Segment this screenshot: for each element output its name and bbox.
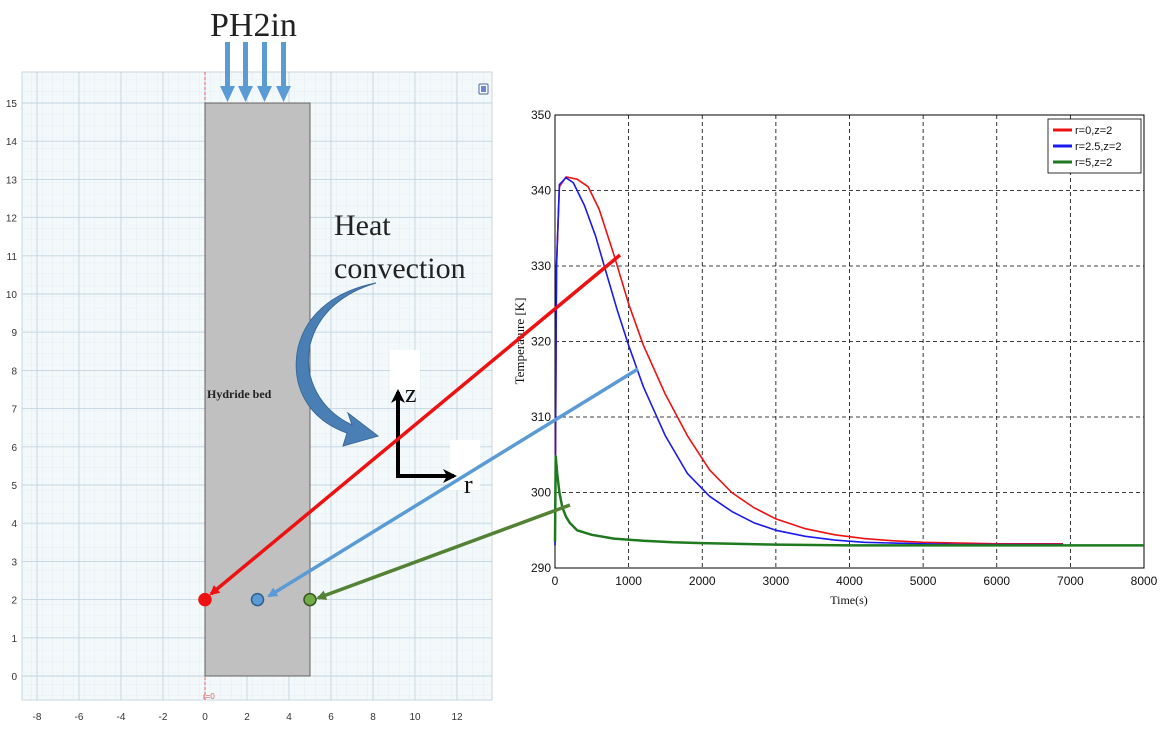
pointer-arrow-green [316, 503, 571, 600]
heat-convection-arrow [295, 282, 380, 447]
geometry-x-tick-label: -8 [33, 712, 42, 723]
chart-y-ticks: 290 300 310 320 330 340 350 [531, 108, 551, 575]
geometry-y-tick-label: 11 [7, 252, 18, 263]
pointer-arrows [209, 253, 639, 600]
inlet-arrow [276, 42, 291, 102]
temperature-chart: 0 1000 2000 3000 4000 5000 6000 7000 8000 290 300… [512, 108, 1158, 607]
symmetry-axis-label: r=0 [203, 692, 215, 701]
geometry-y-tick-label: 8 [11, 366, 17, 377]
chart-y-tick-label: 300 [531, 486, 551, 500]
geometry-y-tick-label: 13 [6, 175, 18, 186]
inlet-label: PH2in [210, 7, 297, 44]
chart-x-tick-label: 3000 [763, 574, 790, 588]
geometry-y-tick-label: 4 [11, 519, 17, 530]
local-axes: z r [390, 350, 480, 499]
chart-y-tick-label: 310 [531, 410, 551, 424]
heat-label-line1: Heat [334, 209, 391, 242]
series-line-green [553, 455, 1144, 547]
geometry-plot: -8 -6 -4 -2 0 2 4 6 8 10 12 0123456789101112131415… [6, 71, 493, 723]
geometry-x-tick-label: 10 [409, 712, 421, 723]
geometry-x-tick-label: 2 [244, 712, 250, 723]
legend-label: r=2.5,z=2 [1075, 141, 1121, 153]
pointer-arrow-red [209, 253, 622, 596]
chart-x-tick-label: 7000 [1057, 574, 1084, 588]
geometry-y-tick-label: 0 [11, 672, 17, 683]
inlet-arrow [220, 42, 235, 102]
geometry-y-tick-label: 6 [11, 443, 17, 454]
chart-x-tick-label: 5000 [910, 574, 937, 588]
legend-label: r=5,z=2 [1075, 157, 1112, 169]
geometry-y-tick-label: 5 [11, 481, 17, 492]
inlet-arrow [238, 42, 253, 102]
chart-x-ticks: 0 1000 2000 3000 4000 5000 6000 7000 8000 [552, 574, 1158, 588]
series-line-blue [554, 176, 1063, 546]
chart-x-tick-label: 1000 [615, 574, 642, 588]
heat-label-line2: convection [334, 252, 466, 285]
chart-x-tick-label: 4000 [836, 574, 863, 588]
pointer-arrow-blue [267, 367, 639, 598]
probe-points [198, 592, 317, 607]
chart-y-tick-label: 340 [531, 184, 551, 198]
chart-y-axis-label: Temperature [K] [512, 298, 527, 385]
geometry-y-tick-label: 7 [11, 405, 17, 416]
geometry-y-tick-label: 10 [6, 290, 18, 301]
geometry-y-tick-label: 9 [11, 328, 17, 339]
r-axis-label: r [464, 470, 473, 499]
series-line-red [554, 176, 1063, 546]
geometry-x-tick-label: 6 [328, 712, 334, 723]
probe-point-red [198, 592, 212, 607]
plot-window-icon[interactable] [478, 83, 489, 95]
chart-y-tick-label: 320 [531, 335, 551, 349]
hydride-bed-label: Hydride bed [207, 387, 272, 401]
geometry-x-tick-label: 4 [286, 712, 292, 723]
chart-x-tick-label: 6000 [983, 574, 1010, 588]
geometry-x-tick-label: -2 [159, 712, 168, 723]
z-axis-label: z [405, 379, 417, 408]
inlet-arrows [220, 42, 291, 102]
chart-x-axis-label: Time(s) [830, 593, 868, 607]
probe-point-green [303, 592, 317, 607]
chart-legend: r=0,z=2 r=2.5,z=2 r=5,z=2 [1047, 118, 1142, 174]
geometry-x-ticks: -8 -6 -4 -2 0 2 4 6 8 10 12 [33, 712, 463, 723]
inlet-arrow [257, 42, 272, 102]
geometry-x-tick-label: -4 [117, 712, 126, 723]
geometry-y-tick-label: 2 [11, 596, 17, 607]
geometry-x-tick-label: 8 [370, 712, 376, 723]
legend-label: r=0,z=2 [1075, 125, 1112, 137]
chart-y-tick-label: 330 [531, 259, 551, 273]
chart-x-tick-label: 0 [552, 574, 559, 588]
geometry-x-tick-label: -6 [75, 712, 84, 723]
probe-point-blue [250, 592, 265, 607]
geometry-x-tick-label: 0 [202, 712, 208, 723]
chart-y-tick-label: 350 [531, 108, 551, 122]
chart-series [553, 176, 1144, 547]
geometry-y-tick-label: 15 [6, 99, 18, 110]
geometry-y-tick-label: 3 [11, 557, 17, 568]
chart-grid [555, 115, 1144, 568]
geometry-y-tick-label: 14 [6, 137, 18, 148]
chart-x-tick-label: 2000 [689, 574, 716, 588]
chart-y-tick-label: 290 [531, 561, 551, 575]
geometry-x-tick-label: 12 [451, 712, 463, 723]
geometry-y-tick-label: 12 [6, 214, 18, 225]
geometry-y-tick-label: 1 [11, 634, 17, 645]
chart-x-tick-label: 8000 [1131, 574, 1158, 588]
